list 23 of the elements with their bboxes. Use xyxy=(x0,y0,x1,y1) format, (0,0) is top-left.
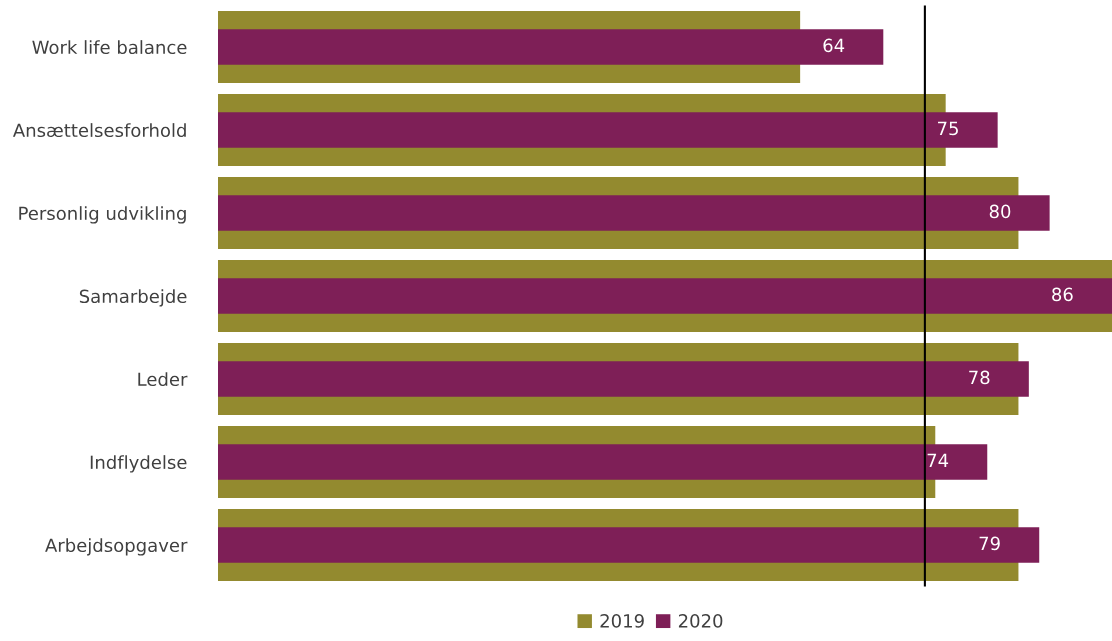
bar xyxy=(218,361,1029,397)
bar xyxy=(218,278,1112,314)
data-label: 78 xyxy=(969,370,990,385)
bar xyxy=(218,527,1040,563)
data-label: 86 xyxy=(1052,287,1073,302)
bar xyxy=(218,29,884,65)
y-tick-label: Leder xyxy=(138,372,188,387)
legend-label: 2020 xyxy=(678,614,723,628)
y-tick-label: Arbejdsopgaver xyxy=(45,538,188,556)
y-tick-label: Indflydelse xyxy=(90,455,187,473)
data-label: 74 xyxy=(927,453,949,467)
y-tick-label: Personlig udvikling xyxy=(19,206,186,224)
bar xyxy=(218,195,1050,231)
data-label: 80 xyxy=(989,204,1011,219)
data-label: 75 xyxy=(938,121,958,136)
data-label: 79 xyxy=(979,536,1000,551)
y-tick-label: Samarbejde xyxy=(79,289,187,307)
bar xyxy=(218,444,988,480)
bar xyxy=(218,112,998,148)
legend-label: 2019 xyxy=(600,614,644,628)
data-label: 64 xyxy=(823,38,845,53)
y-tick-label: Ansættelsesforhold xyxy=(12,123,186,138)
y-tick-label: Work life balance xyxy=(32,40,187,55)
